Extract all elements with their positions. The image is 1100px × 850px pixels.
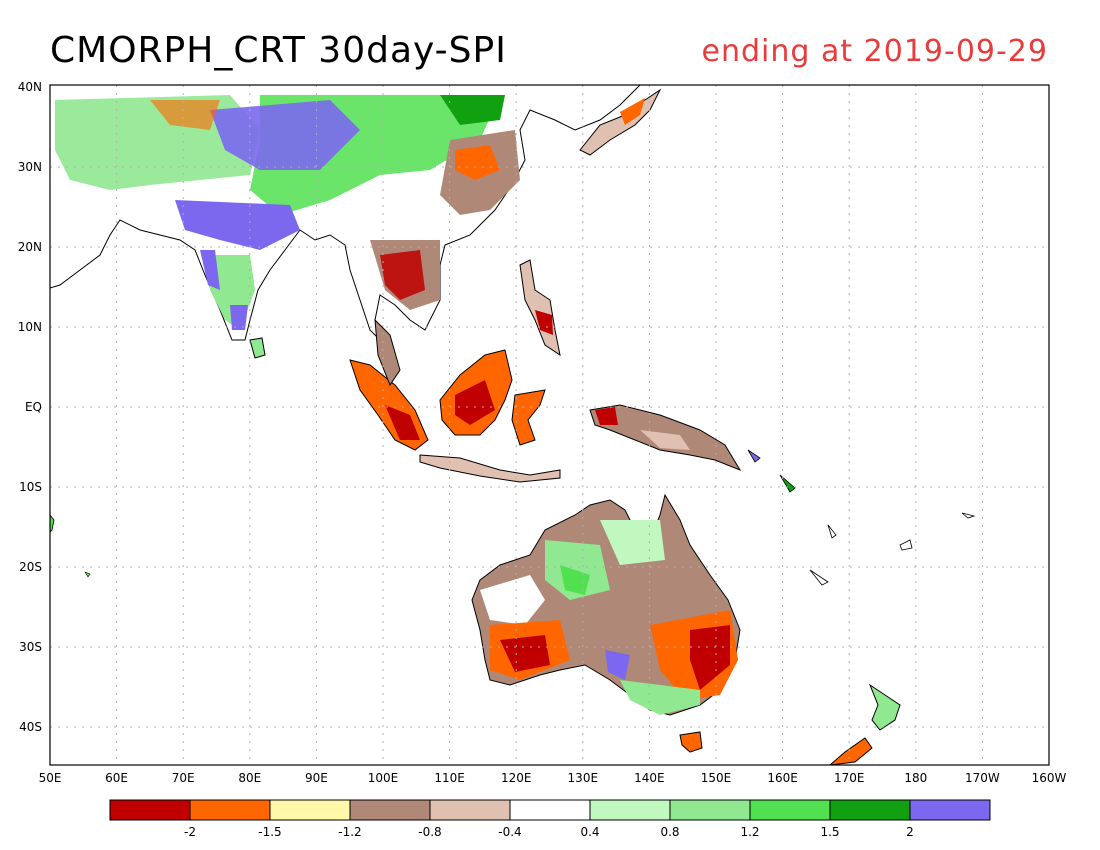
lat-label: 30N — [18, 160, 42, 174]
legend-swatch — [589, 799, 671, 821]
legend-tick-label: -1.5 — [258, 825, 281, 839]
legend-swatch — [109, 799, 191, 821]
lon-label: 70E — [172, 771, 195, 785]
lat-label: EQ — [25, 400, 42, 414]
latitude-labels: 40N 30N 20N 10N EQ 10S 20S 30S 40S — [18, 80, 42, 734]
legend-tick-label: -0.4 — [498, 825, 521, 839]
lat-label: 40S — [19, 720, 42, 734]
lat-label: 20S — [19, 560, 42, 574]
map-title: CMORPH_CRT 30day-SPI — [50, 30, 507, 71]
lat-label: 10N — [18, 320, 42, 334]
legend-swatch — [269, 799, 351, 821]
lon-label: 50E — [39, 771, 62, 785]
lon-label: 150E — [701, 771, 732, 785]
legend-swatch — [349, 799, 431, 821]
lat-label: 10S — [19, 480, 42, 494]
legend-tick-label: 1.2 — [740, 825, 759, 839]
legend-tick-label: -1.2 — [338, 825, 361, 839]
lon-label: 180 — [904, 771, 927, 785]
map-gridlines — [50, 85, 1049, 765]
longitude-labels: 50E 60E 70E 80E 90E 100E 110E 120E 130E 140E 150E 1… — [39, 771, 1067, 785]
lon-label: 80E — [238, 771, 261, 785]
lon-label: 160E — [767, 771, 798, 785]
lon-label: 170E — [834, 771, 865, 785]
lon-label: 90E — [305, 771, 328, 785]
lon-label: 60E — [105, 771, 128, 785]
legend-swatch — [749, 799, 831, 821]
spi-colorbar-legend: -2 -1.5 -1.2 -0.8 -0.4 0.4 0.8 1.2 1.5 2 — [109, 799, 991, 839]
lat-label: 40N — [18, 80, 42, 94]
legend-tick-label: 0.4 — [580, 825, 599, 839]
legend-swatch — [669, 799, 751, 821]
lon-label: 170W — [965, 771, 1000, 785]
lon-label: 110E — [434, 771, 465, 785]
map-content — [50, 85, 976, 765]
legend-tick-label: 0.8 — [660, 825, 679, 839]
map-frame — [49, 84, 1050, 766]
legend-swatch — [429, 799, 511, 821]
lon-label: 160W — [1032, 771, 1067, 785]
legend-tick-label: 1.5 — [820, 825, 839, 839]
map-date-subtitle: ending at 2019-09-29 — [701, 34, 1048, 69]
legend-swatch — [909, 799, 991, 821]
legend-tick-label: 2 — [906, 825, 914, 839]
legend-swatch — [189, 799, 271, 821]
legend-swatch — [829, 799, 911, 821]
lon-label: 120E — [501, 771, 532, 785]
philippines — [519, 259, 561, 357]
lat-label: 20N — [18, 240, 42, 254]
lon-label: 100E — [368, 771, 399, 785]
lon-label: 130E — [568, 771, 599, 785]
legend-tick-label: -0.8 — [418, 825, 441, 839]
lon-label: 140E — [634, 771, 665, 785]
lat-label: 30S — [19, 640, 42, 654]
legend-tick-label: -2 — [184, 825, 196, 839]
java — [419, 454, 561, 483]
new-zealand — [868, 683, 901, 731]
legend-swatch — [509, 799, 591, 821]
